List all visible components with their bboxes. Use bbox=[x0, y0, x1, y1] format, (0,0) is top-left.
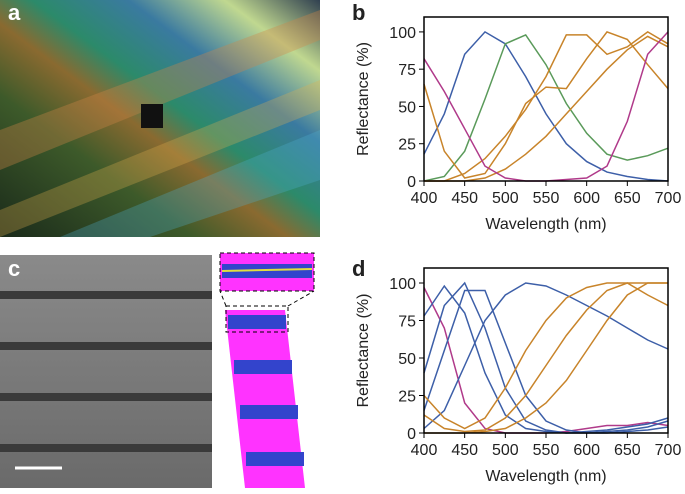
data-line bbox=[423, 282, 669, 433]
simulation-strip bbox=[219, 252, 315, 488]
y-axis-label: Reflectance (%) bbox=[355, 294, 372, 408]
y-tick-label: 0 bbox=[407, 426, 416, 443]
panel-label: d bbox=[352, 256, 365, 281]
data-line bbox=[423, 282, 669, 430]
y-tick-label: 100 bbox=[389, 276, 416, 293]
data-line bbox=[424, 31, 669, 182]
x-tick-label: 600 bbox=[573, 442, 600, 459]
y-tick-label: 75 bbox=[398, 314, 416, 331]
x-tick-label: 400 bbox=[411, 442, 438, 459]
data-line bbox=[423, 33, 669, 182]
y-tick-label: 50 bbox=[398, 99, 416, 116]
x-tick-label: 450 bbox=[451, 190, 478, 207]
image-a bbox=[0, 0, 320, 237]
x-tick-label: 550 bbox=[533, 190, 560, 207]
panel-label: b bbox=[352, 0, 365, 25]
data-line bbox=[423, 289, 669, 434]
y-tick-label: 25 bbox=[398, 137, 416, 154]
y-tick-label: 0 bbox=[407, 174, 416, 191]
x-axis-label: Wavelength (nm) bbox=[485, 216, 606, 233]
x-tick-label: 500 bbox=[492, 190, 519, 207]
x-tick-label: 650 bbox=[614, 442, 641, 459]
data-line bbox=[423, 281, 669, 434]
x-tick-label: 400 bbox=[411, 190, 438, 207]
x-tick-label: 700 bbox=[655, 190, 682, 207]
x-tick-label: 450 bbox=[451, 442, 478, 459]
panel-label: c bbox=[8, 256, 20, 281]
panel-label: a bbox=[8, 0, 21, 25]
x-tick-label: 500 bbox=[492, 442, 519, 459]
data-line bbox=[423, 31, 669, 179]
x-tick-label: 600 bbox=[573, 190, 600, 207]
x-tick-label: 700 bbox=[655, 442, 682, 459]
y-tick-label: 25 bbox=[398, 389, 416, 406]
x-tick-label: 550 bbox=[533, 442, 560, 459]
y-axis-label: Reflectance (%) bbox=[355, 42, 372, 156]
data-line bbox=[423, 284, 669, 434]
y-tick-label: 100 bbox=[389, 25, 416, 42]
x-tick-label: 650 bbox=[614, 190, 641, 207]
x-axis-label: Wavelength (nm) bbox=[485, 468, 606, 485]
data-line bbox=[423, 30, 669, 182]
data-line bbox=[423, 287, 669, 434]
y-tick-label: 75 bbox=[398, 62, 416, 79]
data-line bbox=[424, 282, 668, 434]
image-c bbox=[0, 255, 212, 488]
y-tick-label: 50 bbox=[398, 351, 416, 368]
